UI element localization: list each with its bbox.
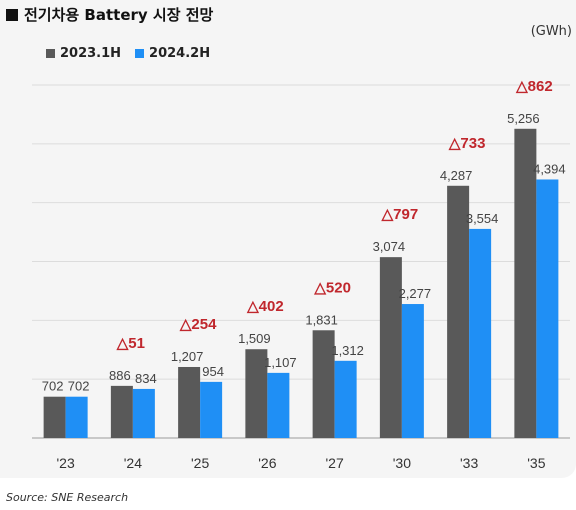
source-note: Source: SNE Research: [6, 491, 129, 504]
bar-2: [65, 396, 88, 438]
legend-label-series-2: 2024.2H: [149, 46, 211, 61]
data-label: 954: [202, 364, 224, 379]
legend-item-series-2: 2024.2H: [135, 46, 210, 61]
x-tick-label: '30: [393, 455, 411, 471]
bar-1: [178, 366, 201, 438]
bar-1: [379, 257, 402, 438]
bar-2: [536, 179, 559, 438]
bar-1: [43, 396, 66, 438]
chart-title-row: 전기차용 Battery 시장 전망: [6, 4, 213, 25]
data-label: 4,287: [440, 168, 473, 183]
bar-2: [132, 388, 155, 438]
diff-label: △51: [116, 335, 145, 352]
x-tick-label: '27: [326, 455, 344, 471]
legend: 2023.1H 2024.2H: [46, 46, 210, 61]
data-label: 5,256: [507, 111, 540, 126]
bar-2: [200, 381, 223, 438]
bar-2: [401, 304, 424, 438]
bar-1: [245, 349, 268, 438]
diff-label: △797: [381, 206, 419, 223]
data-label: 1,207: [171, 349, 204, 364]
diff-label: △733: [448, 135, 486, 152]
bar-2: [267, 372, 290, 438]
data-label: 4,394: [533, 161, 566, 176]
bar-1: [110, 385, 133, 438]
bar-1: [514, 128, 537, 438]
legend-swatch-series-2: [135, 49, 145, 58]
data-label: 1,107: [264, 355, 297, 370]
x-tick-label: '33: [460, 455, 478, 471]
chart-title: 전기차용 Battery 시장 전망: [24, 6, 214, 24]
x-tick-label: '26: [258, 455, 276, 471]
data-label: 834: [135, 371, 157, 386]
bar-2: [334, 360, 357, 438]
diff-label: △520: [313, 279, 351, 296]
bar-1: [312, 330, 335, 438]
legend-swatch-series-1: [46, 49, 55, 58]
x-tick-label: '24: [124, 455, 142, 471]
data-label: 702: [42, 379, 64, 394]
data-label: 1,831: [305, 312, 338, 327]
unit-label: (GWh): [530, 24, 572, 39]
title-square-icon: [6, 8, 18, 21]
x-tick-label: '25: [191, 455, 209, 471]
x-tick-label: '23: [57, 455, 75, 471]
data-label: 702: [68, 379, 90, 394]
data-label: 886: [109, 368, 131, 383]
legend-label-series-1: 2023.1H: [60, 46, 122, 61]
legend-item-series-1: 2023.1H: [46, 46, 121, 61]
diff-label: △862: [515, 78, 553, 95]
x-tick-label: '35: [527, 455, 545, 471]
data-label: 3,554: [466, 211, 499, 226]
data-label: 3,074: [373, 239, 406, 254]
data-label: 1,312: [331, 343, 364, 358]
bar-2: [469, 228, 492, 438]
data-label: 2,277: [399, 286, 432, 301]
data-label: 1,509: [238, 331, 271, 346]
diff-label: △254: [179, 316, 217, 333]
bar-1: [447, 185, 470, 438]
diff-label: △402: [246, 298, 284, 315]
